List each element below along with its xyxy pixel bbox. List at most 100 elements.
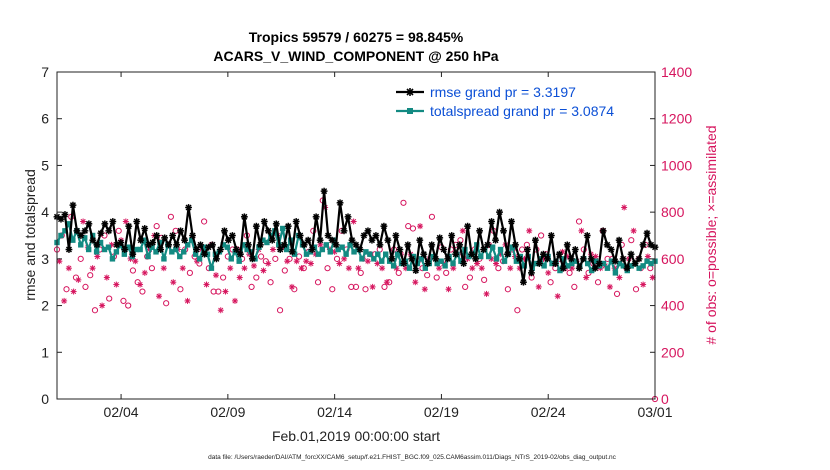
rmse-point	[221, 227, 228, 235]
obs-possible-marker	[291, 286, 298, 293]
right-y-tick-label: 1000	[661, 157, 692, 173]
obs-assimilated-marker	[606, 283, 613, 290]
rmse-point	[217, 246, 224, 253]
rmse-point	[368, 236, 376, 244]
rmse-point	[324, 232, 332, 239]
rmse-point	[444, 255, 452, 263]
spread-point	[236, 258, 242, 264]
spread-point	[584, 260, 591, 267]
obs-possible-marker	[571, 283, 578, 290]
spread-point	[133, 246, 139, 253]
obs-assimilated-marker	[578, 227, 585, 234]
obs-possible-marker	[77, 255, 84, 262]
obs-possible-marker	[395, 269, 402, 276]
spread-point	[466, 253, 472, 260]
spread-point	[418, 256, 425, 262]
obs-possible-marker	[120, 297, 127, 304]
obs-possible-marker	[462, 283, 469, 290]
rmse-point	[336, 199, 344, 207]
obs-assimilated-marker	[307, 260, 314, 267]
spread-point	[565, 263, 571, 269]
obs-assimilated-marker	[417, 223, 424, 230]
obs-assimilated-marker	[445, 286, 452, 293]
spread-point	[157, 239, 163, 246]
rmse-point	[209, 241, 216, 249]
rmse-point	[252, 222, 260, 230]
legend-spread-label: totalspread grand pr = 3.0874	[430, 103, 614, 119]
x-tick-label: 02/09	[210, 404, 245, 420]
spread-point	[240, 242, 246, 248]
obs-possible-marker	[352, 283, 360, 290]
rmse-point	[244, 241, 252, 249]
obs-possible-marker	[87, 272, 94, 279]
obs-possible-marker	[424, 272, 431, 279]
obs-possible-marker	[443, 269, 450, 276]
rmse-point	[240, 213, 248, 221]
obs-assimilated-marker	[103, 274, 110, 281]
obs-possible-marker	[457, 237, 464, 244]
rmse-point	[320, 187, 328, 195]
chart-title: Tropics 59579 / 60275 = 98.845%	[249, 29, 464, 45]
spread-point	[327, 249, 333, 255]
rmse-point	[571, 246, 579, 253]
rmse-point	[133, 218, 141, 225]
obs-assimilated-marker	[478, 265, 485, 272]
obs-possible-marker	[433, 274, 440, 281]
rmse-point	[229, 232, 236, 239]
obs-possible-marker	[324, 265, 331, 272]
rmse-point	[615, 236, 623, 244]
spread-point	[188, 237, 195, 243]
obs-possible-marker	[101, 232, 108, 239]
rmse-point	[551, 260, 559, 267]
obs-assimilated-marker	[179, 265, 186, 272]
rmse-point	[89, 236, 97, 244]
rmse-point	[472, 255, 480, 263]
rmse-point	[173, 241, 181, 249]
obs-assimilated-marker	[170, 279, 177, 286]
right-y-tick-label: 600	[661, 251, 685, 267]
rmse-point	[396, 246, 404, 253]
spread-point	[394, 251, 401, 257]
rmse-point	[352, 241, 360, 249]
spread-point	[335, 246, 341, 253]
rmse-point	[440, 246, 448, 253]
rmse-point	[328, 236, 336, 244]
rmse-point	[520, 278, 527, 286]
x-tick-label: 03/01	[637, 404, 672, 420]
obs-possible-marker	[220, 274, 227, 281]
obs-assimilated-marker	[99, 302, 106, 309]
rmse-point	[296, 232, 304, 239]
rmse-point	[97, 229, 105, 237]
rmse-point	[448, 232, 456, 239]
legend-box	[392, 80, 648, 122]
rmse-point	[232, 246, 240, 253]
rmse-point	[583, 232, 591, 239]
obs-assimilated-marker	[70, 288, 77, 295]
rmse-point	[197, 241, 204, 249]
rmse-point	[535, 260, 543, 267]
rmse-point	[547, 232, 555, 239]
obs-possible-marker	[257, 253, 265, 260]
rmse-point	[372, 232, 380, 239]
x-tick-label: 02/24	[531, 404, 566, 420]
spread-point	[78, 242, 84, 248]
obs-possible-marker	[163, 300, 170, 307]
obs-assimilated-marker	[222, 288, 229, 295]
spread-point	[588, 267, 595, 274]
obs-assimilated-marker	[75, 276, 82, 283]
obs-possible-marker	[466, 274, 474, 281]
obs-assimilated-marker	[89, 265, 96, 272]
obs-assimilated-marker	[231, 297, 238, 304]
rmse-point	[543, 255, 551, 263]
obs-assimilated-marker	[374, 260, 381, 267]
obs-possible-marker	[400, 199, 407, 206]
obs-assimilated-marker	[236, 274, 243, 281]
obs-assimilated-marker	[250, 262, 257, 269]
obs-possible-marker	[267, 279, 274, 286]
rmse-point	[428, 241, 436, 249]
spread-point	[517, 253, 524, 260]
spread-point	[220, 242, 227, 248]
spread-point	[644, 258, 650, 264]
rmse-point	[364, 227, 372, 235]
